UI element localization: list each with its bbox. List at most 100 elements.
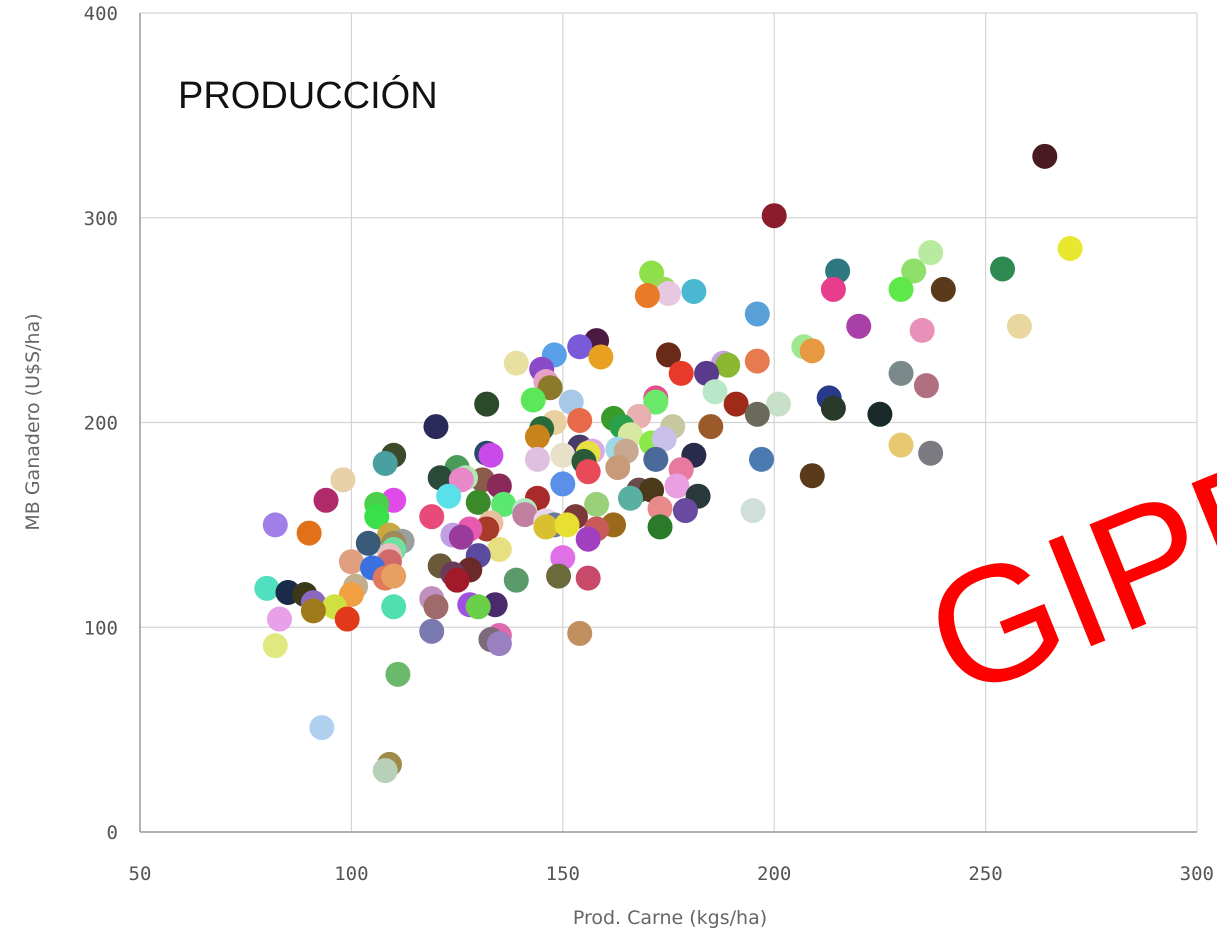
data-point (617, 485, 643, 511)
data-point (867, 401, 893, 427)
data-point (765, 391, 791, 417)
data-point (436, 483, 462, 509)
data-point (550, 442, 576, 468)
data-point (888, 360, 914, 386)
data-point (990, 256, 1016, 282)
data-point (799, 463, 825, 489)
y-tick-labels: 0 100 200 300 400 (84, 3, 118, 844)
data-point (491, 491, 517, 517)
data-point (761, 203, 787, 229)
data-point (698, 414, 724, 440)
data-point (334, 606, 360, 632)
y-tick-label: 300 (84, 208, 118, 230)
data-point (550, 471, 576, 497)
data-point (901, 258, 927, 284)
data-point (444, 567, 470, 593)
data-point (672, 498, 698, 524)
data-point (355, 530, 381, 556)
data-point (262, 512, 288, 538)
data-point (909, 317, 935, 343)
data-point (664, 473, 690, 499)
data-point (262, 633, 288, 659)
data-point (533, 514, 559, 540)
data-point (749, 446, 775, 472)
data-point (474, 391, 500, 417)
data-point (647, 495, 673, 521)
data-point (1032, 143, 1058, 169)
x-axis-label: Prod. Carne (kgs/ha) (573, 907, 767, 929)
data-point (567, 407, 593, 433)
data-point (918, 440, 944, 466)
data-point (820, 276, 846, 302)
data-point (656, 281, 681, 307)
data-point (723, 391, 749, 417)
data-point (254, 575, 280, 601)
data-point (651, 426, 677, 452)
data-point (423, 414, 449, 440)
data-point (338, 549, 364, 575)
data-point (503, 350, 529, 376)
data-point (668, 360, 694, 386)
data-point (715, 352, 741, 378)
data-point (820, 395, 846, 421)
data-point (643, 446, 669, 472)
data-point (918, 240, 944, 266)
y-tick-label: 0 (107, 822, 118, 844)
x-tick-label: 250 (968, 863, 1002, 885)
x-tick-labels: 50 100 150 200 250 300 (129, 863, 1214, 885)
data-point (575, 459, 601, 485)
data-point (465, 489, 491, 515)
chart-title: PRODUCCIÓN (178, 74, 438, 117)
data-point (385, 661, 411, 687)
data-point (313, 487, 339, 513)
data-points (254, 143, 1083, 784)
x-tick-label: 300 (1180, 863, 1214, 885)
data-point (634, 283, 660, 309)
data-point (381, 563, 407, 589)
data-point (647, 514, 673, 540)
data-point (300, 598, 326, 624)
watermark-text: GIPP (902, 414, 1217, 732)
data-point (419, 504, 445, 530)
y-tick-label: 100 (84, 617, 118, 639)
data-point (465, 594, 491, 620)
data-point (330, 467, 356, 493)
data-point (575, 565, 601, 591)
data-point (423, 594, 449, 620)
data-point (888, 276, 914, 302)
data-point (448, 524, 474, 550)
data-point (567, 334, 593, 360)
x-tick-label: 200 (757, 863, 791, 885)
data-point (267, 606, 293, 632)
data-point (913, 373, 939, 399)
data-point (702, 379, 728, 405)
data-point (364, 504, 390, 530)
data-point (846, 313, 872, 339)
data-point (930, 276, 956, 302)
data-point (744, 401, 770, 427)
data-point (744, 301, 770, 327)
x-tick-label: 50 (129, 863, 152, 885)
data-point (546, 563, 572, 589)
data-point (1057, 235, 1083, 261)
data-point (372, 758, 398, 784)
y-tick-label: 200 (84, 413, 118, 435)
data-point (575, 526, 601, 552)
data-point (584, 491, 610, 517)
y-tick-label: 400 (84, 3, 118, 25)
data-point (799, 338, 825, 364)
grid-lines (140, 12, 1198, 832)
data-point (419, 618, 445, 644)
data-point (520, 387, 546, 413)
data-point (567, 620, 593, 646)
data-point (372, 450, 398, 476)
data-point (296, 520, 322, 546)
data-point (643, 389, 669, 415)
data-point (744, 348, 770, 374)
axes (139, 13, 1197, 833)
data-point (309, 715, 335, 741)
data-point (486, 631, 512, 657)
data-point (888, 432, 914, 458)
data-point (503, 567, 529, 593)
